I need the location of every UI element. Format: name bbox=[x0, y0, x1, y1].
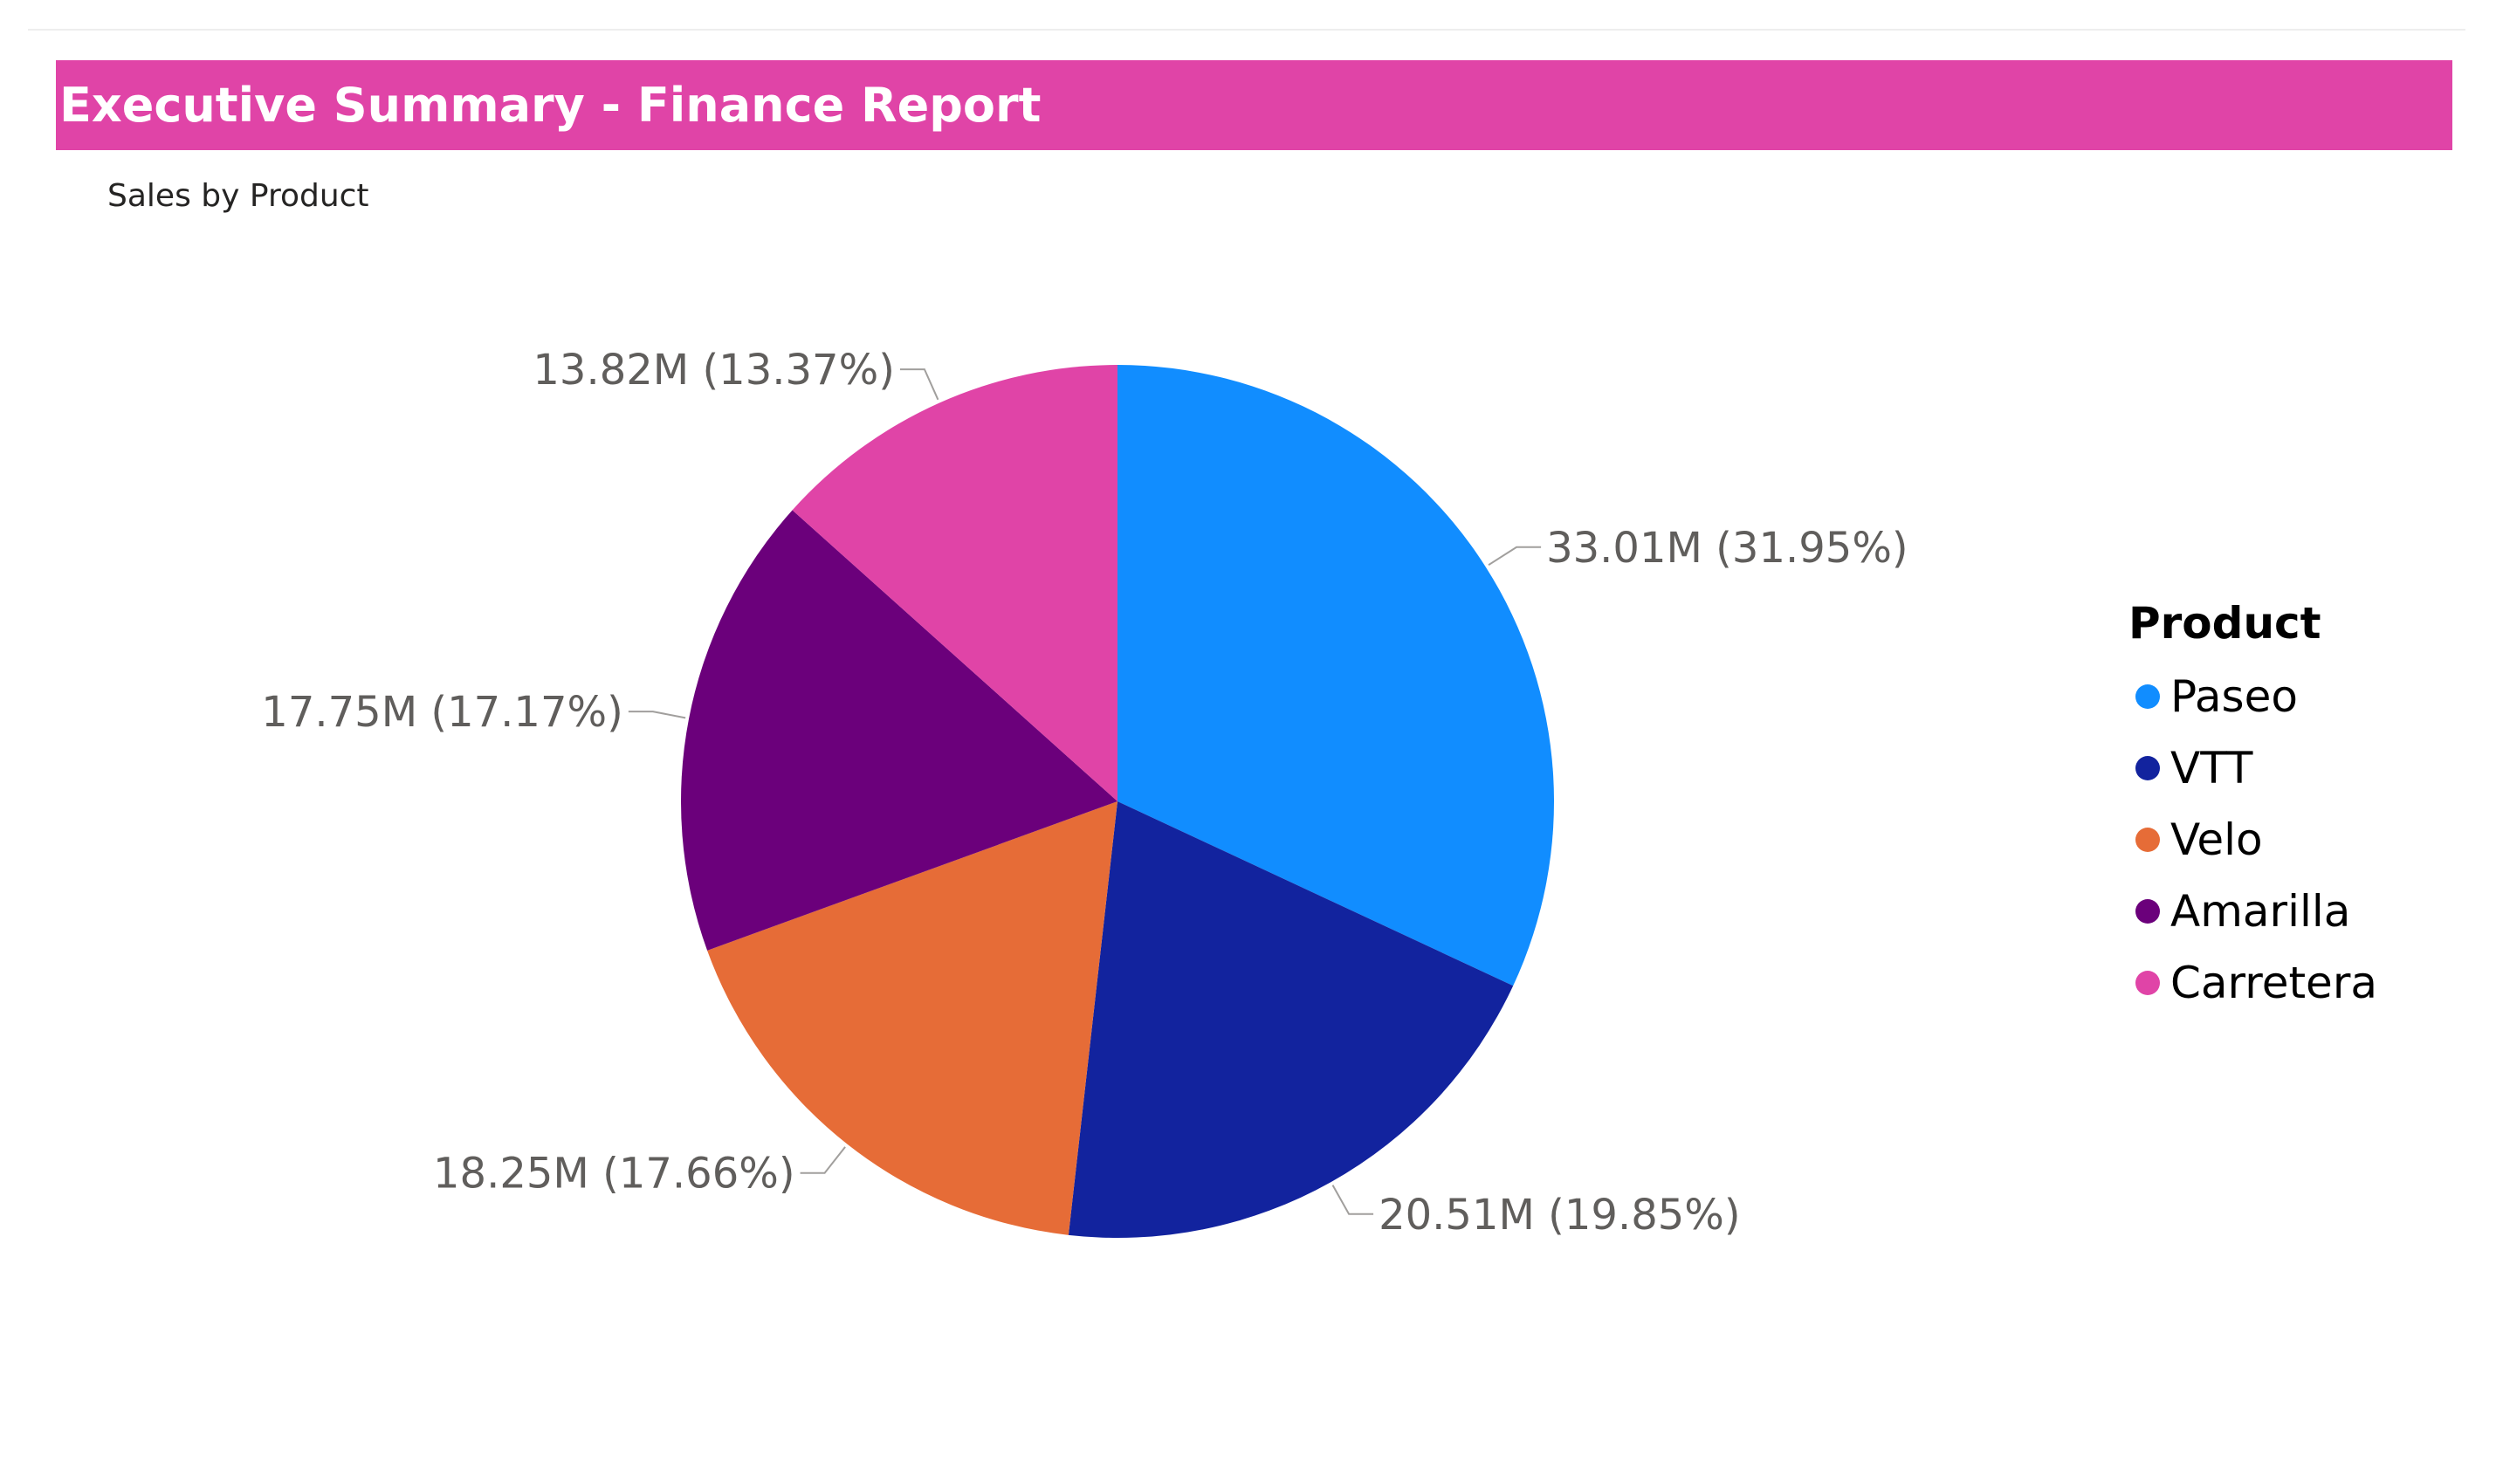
legend-dot-icon bbox=[2135, 684, 2160, 709]
pie-slice-vtt[interactable] bbox=[1068, 801, 1514, 1238]
pie-slice-velo[interactable] bbox=[707, 801, 1117, 1235]
legend-item-velo[interactable]: Velo bbox=[2128, 804, 2377, 876]
pie-slice-paseo[interactable] bbox=[1117, 365, 1555, 986]
report-title: Executive Summary - Finance Report bbox=[59, 78, 1042, 133]
legend-label: Amarilla bbox=[2170, 886, 2351, 937]
data-label-paseo: 33.01M (31.95%) bbox=[1546, 524, 1908, 573]
header-banner: Executive Summary - Finance Report bbox=[56, 60, 2452, 150]
legend-label: Velo bbox=[2170, 814, 2263, 865]
leader-line-paseo bbox=[1488, 546, 1542, 567]
chart-title: Sales by Product bbox=[107, 178, 369, 214]
pie-slice-amarilla[interactable] bbox=[681, 510, 1117, 951]
legend-items: Paseo VTT Velo Amarilla Carretera bbox=[2128, 661, 2377, 1019]
legend-dot-icon bbox=[2135, 756, 2160, 780]
leader-line-carretera bbox=[899, 368, 939, 401]
chart-legend: Product Paseo VTT Velo Amarilla Carretera bbox=[2128, 598, 2377, 1019]
data-label-carretera: 13.82M (13.37%) bbox=[533, 346, 895, 395]
leader-line-vtt bbox=[1331, 1185, 1374, 1215]
legend-label: Carretera bbox=[2170, 958, 2378, 1008]
data-label-vtt: 20.51M (19.85%) bbox=[1379, 1191, 1741, 1240]
legend-item-vtt[interactable]: VTT bbox=[2128, 732, 2377, 804]
legend-dot-icon bbox=[2135, 971, 2160, 995]
data-label-amarilla: 17.75M (17.17%) bbox=[261, 688, 623, 737]
pie-slice-carretera[interactable] bbox=[792, 365, 1117, 801]
legend-label: Paseo bbox=[2170, 671, 2298, 722]
legend-dot-icon bbox=[2135, 899, 2160, 924]
leader-line-velo bbox=[800, 1146, 846, 1174]
top-divider bbox=[28, 29, 2465, 31]
data-label-velo: 18.25M (17.66%) bbox=[433, 1150, 795, 1199]
legend-item-paseo[interactable]: Paseo bbox=[2128, 661, 2377, 732]
legend-item-carretera[interactable]: Carretera bbox=[2128, 947, 2377, 1019]
legend-title: Product bbox=[2128, 598, 2321, 649]
legend-label: VTT bbox=[2170, 743, 2253, 794]
legend-dot-icon bbox=[2135, 828, 2160, 852]
leader-line-amarilla bbox=[628, 711, 686, 719]
legend-item-amarilla[interactable]: Amarilla bbox=[2128, 876, 2377, 947]
